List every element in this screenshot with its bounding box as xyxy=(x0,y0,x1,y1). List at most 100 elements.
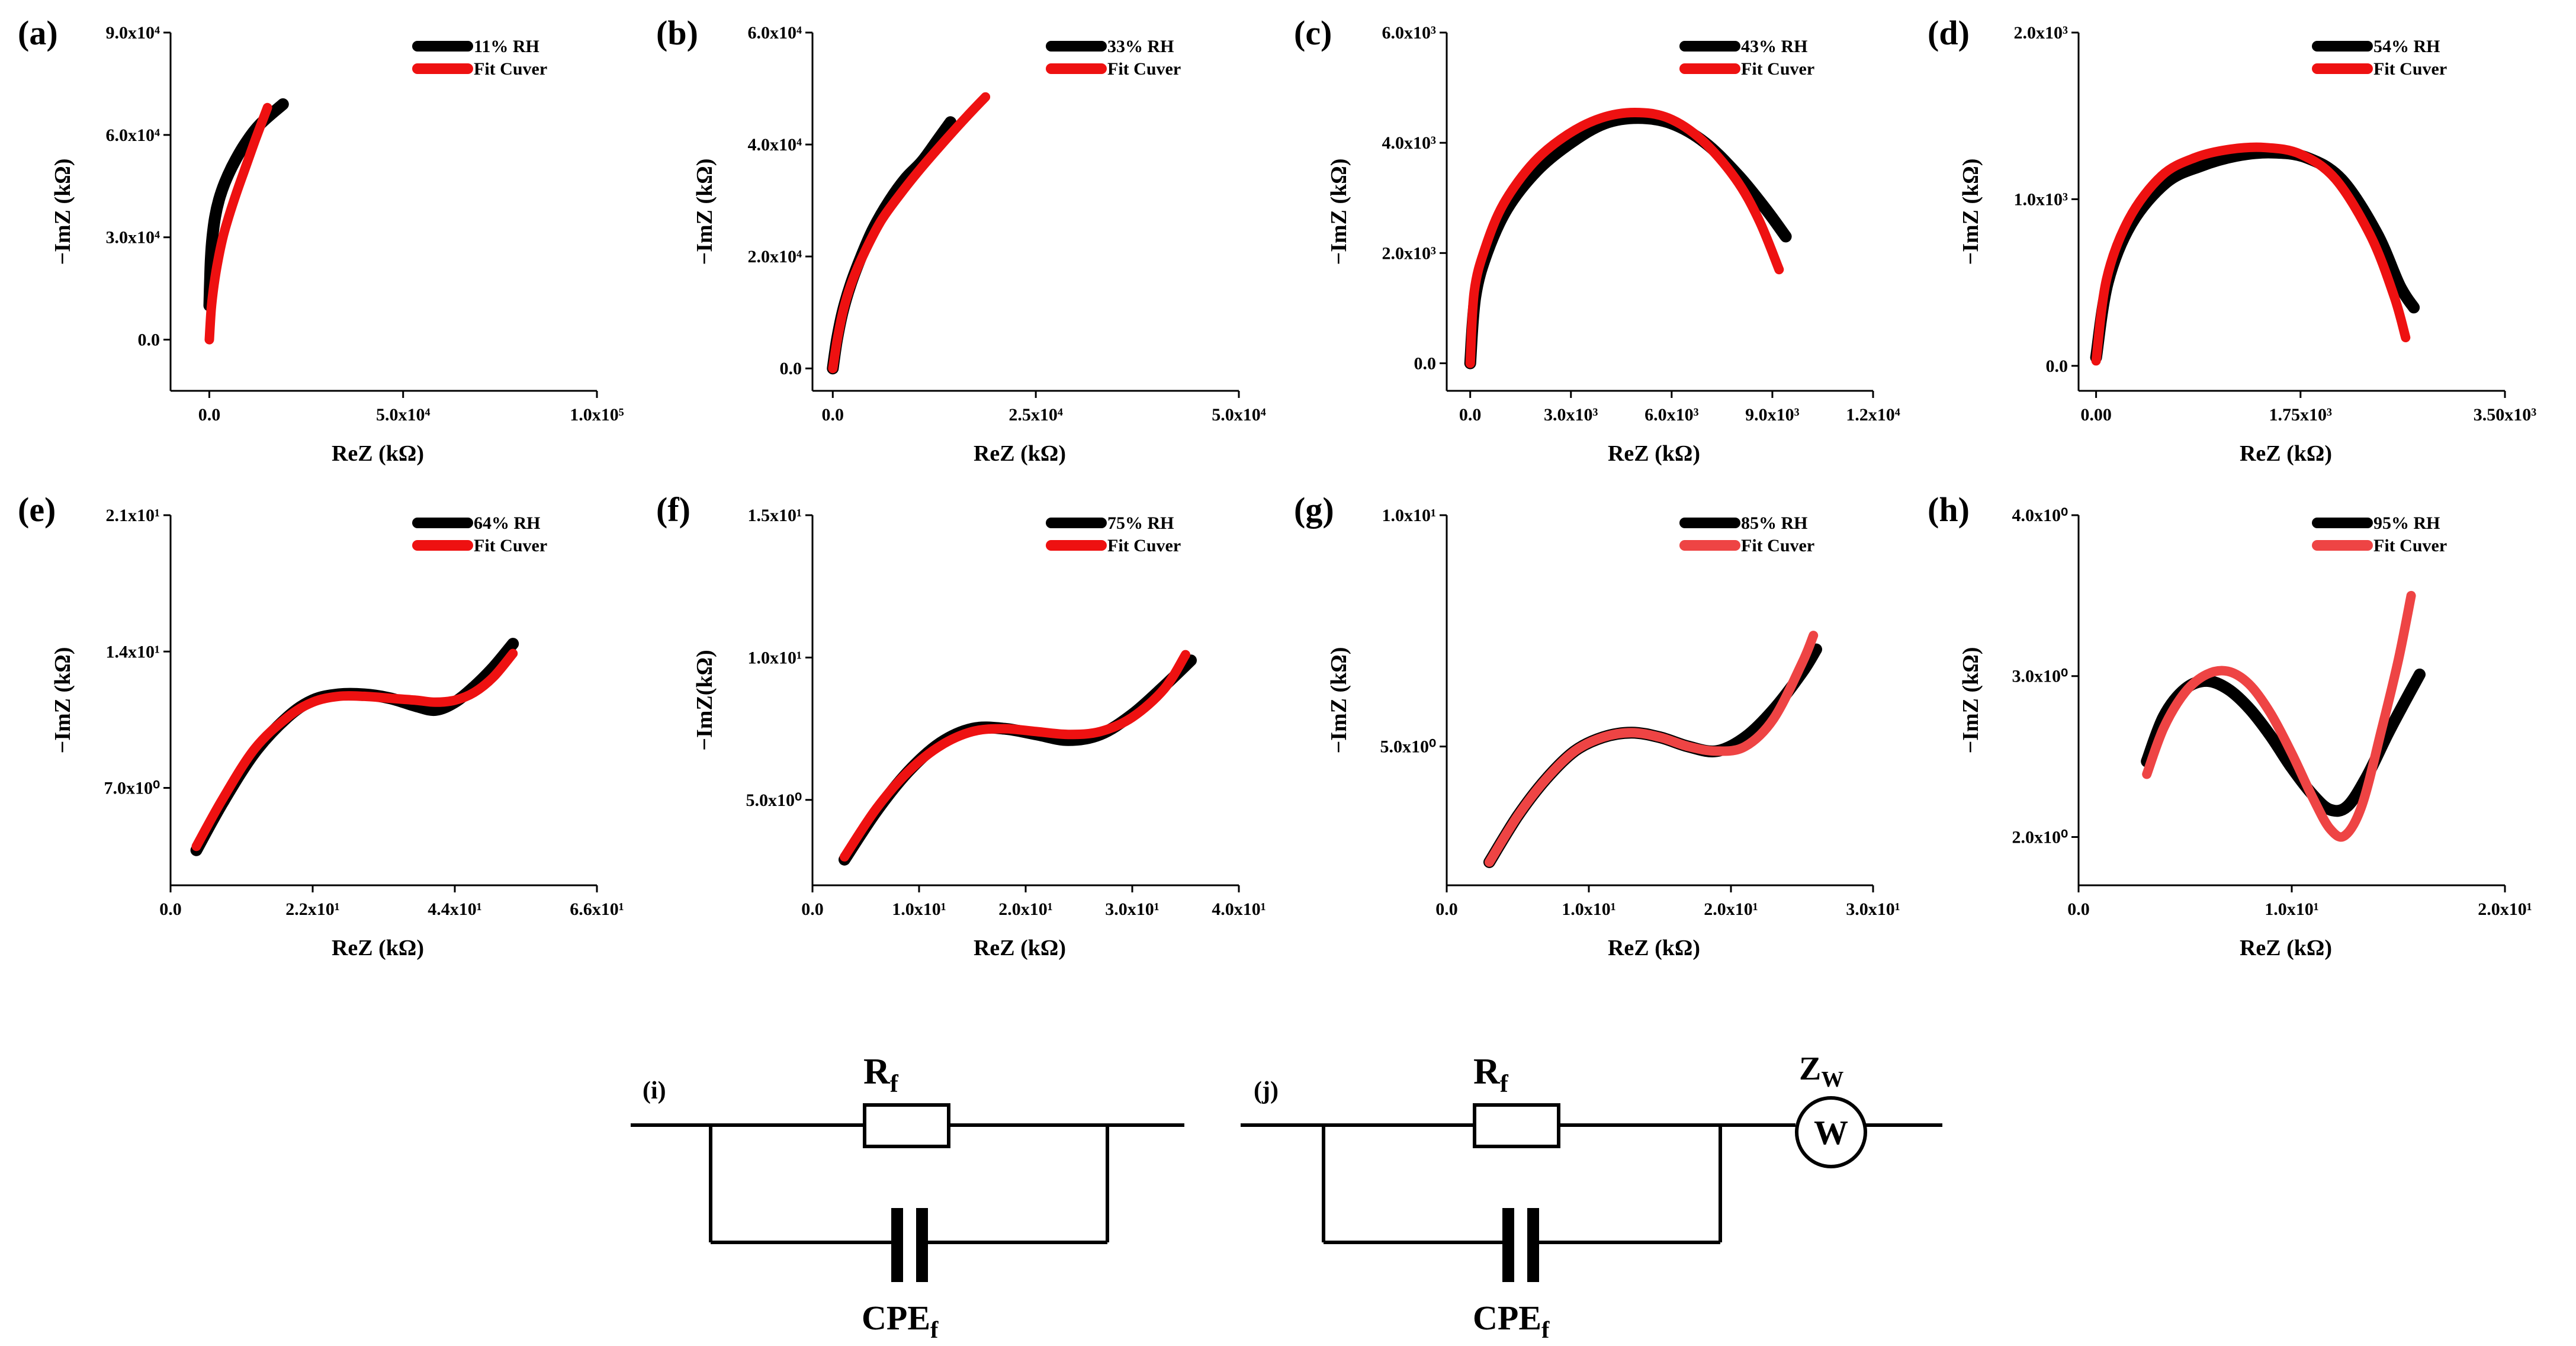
panel-label: (h) xyxy=(1928,490,1970,529)
circuit-i: (i) Rf CPEf xyxy=(631,1052,1184,1343)
series-line-fit xyxy=(2142,590,2416,842)
y-tick-label: 4.0x10⁰ xyxy=(2012,506,2068,525)
y-axis-title: −ImZ (kΩ) xyxy=(1958,159,1983,265)
chart-h: 0.0 1.0x10¹ 2.0x10¹ 2.0x10⁰ 3.0x10⁰ 4.0x10⁰ Re… xyxy=(1928,490,2532,960)
x-tick-label: 4.0x10¹ xyxy=(1212,900,1266,919)
y-tick-label: 1.5x10¹ xyxy=(748,506,802,525)
legend-label: Fit Cuver xyxy=(1741,59,1814,79)
x-axis-title: ReZ (kΩ) xyxy=(1608,936,1700,960)
svg-text:CPEf: CPEf xyxy=(1473,1299,1550,1343)
legend-label: 54% RH xyxy=(2373,37,2440,56)
x-axis-title: ReZ (kΩ) xyxy=(2240,936,2332,960)
y-tick-label: 3.0x10⁰ xyxy=(2012,667,2068,686)
series-line-measured xyxy=(203,98,289,311)
x-tick-label: 0.0 xyxy=(2067,900,2090,919)
x-tick-label: 2.0x10¹ xyxy=(1704,900,1758,919)
x-tick-label: 0.0 xyxy=(159,900,182,919)
x-tick-label: 1.0x10¹ xyxy=(892,900,946,919)
series-line-fit xyxy=(840,650,1190,862)
y-tick-label: 5.0x10⁰ xyxy=(746,791,802,810)
x-tick-label: 6.0x10³ xyxy=(1644,405,1699,425)
y-tick-label: 6.0x10³ xyxy=(1382,23,1437,43)
x-tick-label: 5.0x10⁴ xyxy=(376,405,431,425)
y-tick-label: 2.0x10³ xyxy=(2014,23,2068,43)
series-line-fit xyxy=(2091,142,2411,366)
circuit-j-warburg-label: Z xyxy=(1799,1051,1821,1087)
legend-label: Fit Cuver xyxy=(1107,536,1181,555)
circuit-j-resistor-sub: f xyxy=(1500,1071,1509,1098)
chart-grid: 0.0 5.0x10⁴ 1.0x10⁵ 0.0 3.0x10⁴ 6.0x10⁴ 9.0x10… xyxy=(18,14,2536,960)
chart-g: 0.0 1.0x10¹ 2.0x10¹ 3.0x10¹ 5.0x10⁰ 1.0x10¹ Re… xyxy=(1294,490,1900,960)
x-tick-label: 3.0x10¹ xyxy=(1105,900,1159,919)
legend-label: 43% RH xyxy=(1741,37,1808,56)
x-tick-label: 1.0x10⁵ xyxy=(570,405,624,425)
y-tick-label: 2.0x10³ xyxy=(1382,243,1437,263)
series-line-fit xyxy=(204,102,272,345)
y-tick-label: 0.0 xyxy=(2046,356,2068,376)
circuit-i-cpe-sub: f xyxy=(930,1316,939,1343)
circuit-i-resistor-sub: f xyxy=(890,1071,899,1098)
x-tick-label: 9.0x10³ xyxy=(1745,405,1800,425)
circuit-i-resistor-label: R xyxy=(863,1052,891,1092)
y-tick-label: 0.0 xyxy=(780,359,802,378)
legend-label: Fit Cuver xyxy=(2373,59,2447,79)
x-axis-title: ReZ (kΩ) xyxy=(332,936,424,960)
panel-label: (f) xyxy=(656,490,690,529)
x-tick-label: 3.50x10³ xyxy=(2474,405,2537,425)
x-tick-label: 0.0 xyxy=(198,405,221,425)
legend-label: Fit Cuver xyxy=(474,536,547,555)
y-tick-label: 1.0x10¹ xyxy=(1382,506,1437,525)
x-tick-label: 3.0x10³ xyxy=(1544,405,1598,425)
legend-label: 11% RH xyxy=(474,37,539,56)
x-tick-label: 1.2x10⁴ xyxy=(1846,405,1900,425)
x-tick-label: 1.0x10¹ xyxy=(2265,900,2319,919)
y-tick-label: 9.0x10⁴ xyxy=(106,23,160,43)
x-tick-label: 0.0 xyxy=(1435,900,1458,919)
circuit-j-resistor-label: R xyxy=(1473,1052,1501,1092)
x-tick-label: 2.0x10¹ xyxy=(998,900,1053,919)
x-axis-title: ReZ (kΩ) xyxy=(974,936,1066,960)
series-line-fit xyxy=(1465,108,1784,368)
y-tick-label: 2.0x10⁰ xyxy=(2012,827,2068,847)
y-tick-label: 1.4x10¹ xyxy=(106,642,160,661)
circuit-i-resistor xyxy=(863,1103,950,1148)
y-tick-label: 0.0 xyxy=(1414,354,1437,373)
x-axis-title: ReZ (kΩ) xyxy=(332,441,424,466)
x-tick-label: 1.75x10³ xyxy=(2269,405,2333,425)
y-axis-title: −ImZ (kΩ) xyxy=(1958,647,1983,754)
y-tick-label: 3.0x10⁴ xyxy=(106,228,160,248)
x-axis-title: ReZ (kΩ) xyxy=(974,441,1066,466)
legend-label: Fit Cuver xyxy=(1107,59,1181,79)
legend-label: 64% RH xyxy=(474,513,541,533)
series-line-fit xyxy=(828,92,991,374)
x-tick-label: 5.0x10⁴ xyxy=(1212,405,1266,425)
chart-d: 0.00 1.75x10³ 3.50x10³ 0.0 1.0x10³ 2.0x10³ ReZ… xyxy=(1928,14,2536,466)
panel-label: (a) xyxy=(18,14,58,52)
svg-text:Rf: Rf xyxy=(1473,1052,1509,1098)
legend-label: 75% RH xyxy=(1107,513,1174,533)
circuit-j-label: (j) xyxy=(1254,1077,1279,1104)
series-line-measured xyxy=(1464,112,1792,370)
y-axis-title: −ImZ (kΩ) xyxy=(50,647,75,754)
y-tick-label: 1.0x10¹ xyxy=(748,648,802,667)
circuit-j-warburg-sub: W xyxy=(1821,1067,1843,1092)
series-line-measured xyxy=(190,638,519,856)
x-tick-label: 2.0x10¹ xyxy=(2478,900,2532,919)
y-axis-title: −ImZ (kΩ) xyxy=(1326,159,1351,265)
chart-c: 0.0 3.0x10³ 6.0x10³ 9.0x10³ 1.2x10⁴ 0.0 2.0x10… xyxy=(1294,14,1900,466)
y-axis-title: −ImZ(kΩ) xyxy=(692,650,717,750)
panel-label: (d) xyxy=(1928,14,1970,52)
y-tick-label: 6.0x10⁴ xyxy=(748,23,802,43)
y-tick-label: 2.0x10⁴ xyxy=(748,247,802,266)
panel-label: (e) xyxy=(18,490,56,529)
legend-label: 85% RH xyxy=(1741,513,1808,533)
x-tick-label: 6.6x10¹ xyxy=(570,900,624,919)
circuit-j-warburg-element xyxy=(1795,1096,1867,1168)
circuit-j-resistor xyxy=(1473,1103,1560,1148)
legend-label: Fit Cuver xyxy=(2373,536,2447,555)
x-axis-title: ReZ (kΩ) xyxy=(2240,441,2332,466)
circuit-j-cpe-sub: f xyxy=(1541,1316,1550,1343)
circuit-j-warburg-symbol: W xyxy=(1814,1113,1848,1152)
x-tick-label: 2.2x10¹ xyxy=(285,900,340,919)
